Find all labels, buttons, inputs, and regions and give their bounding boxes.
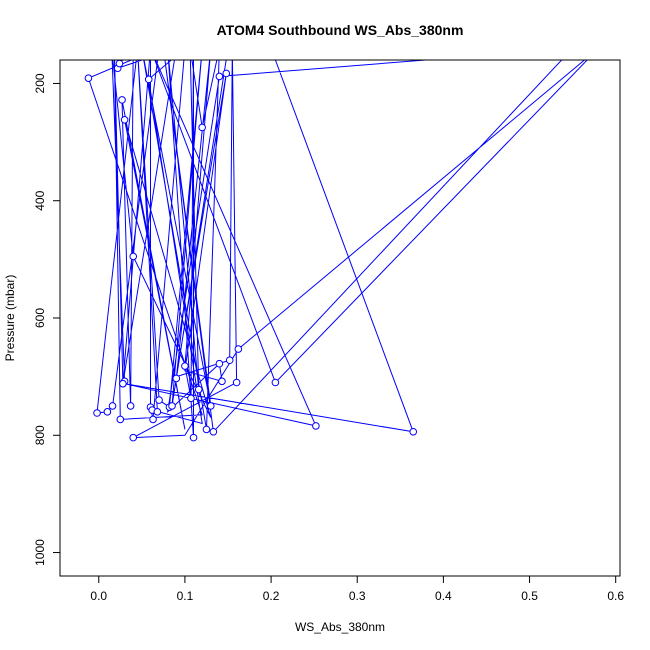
data-point xyxy=(232,378,241,387)
data-point xyxy=(129,433,138,442)
data-point xyxy=(215,359,224,368)
chart-title: ATOM4 Southbound WS_Abs_380nm xyxy=(217,22,464,38)
data-point xyxy=(149,415,157,424)
data-point xyxy=(215,72,224,81)
data-point xyxy=(198,123,206,132)
data-point xyxy=(234,345,243,353)
x-tick-label: 0.2 xyxy=(263,589,280,603)
data-point xyxy=(172,374,181,383)
y-tick-label: 600 xyxy=(33,308,47,328)
data-point xyxy=(194,385,203,394)
data-point xyxy=(120,116,129,124)
data-layer xyxy=(84,60,588,442)
data-point xyxy=(93,409,101,417)
y-tick-label: 800 xyxy=(33,425,47,445)
x-axis-label: WS_Abs_380nm xyxy=(295,620,385,634)
data-point xyxy=(271,378,280,387)
y-tick-label: 400 xyxy=(33,190,47,210)
data-point xyxy=(116,415,125,424)
x-tick-label: 0.4 xyxy=(435,589,452,603)
plot-frame xyxy=(59,59,621,577)
data-point xyxy=(118,96,126,104)
data-point xyxy=(312,422,320,430)
y-axis: 200 400 600 800 1000 xyxy=(33,73,61,566)
series-line-0 xyxy=(87,60,588,439)
x-axis: 0.0 0.1 0.2 0.3 0.4 0.5 0.6 xyxy=(90,575,624,603)
x-tick-label: 0.6 xyxy=(607,589,624,603)
data-point xyxy=(218,377,226,386)
x-tick-label: 0.5 xyxy=(521,589,538,603)
y-tick-label: 1000 xyxy=(33,539,47,566)
data-point xyxy=(225,356,234,365)
data-point xyxy=(209,427,218,436)
data-point xyxy=(189,433,198,442)
data-point xyxy=(103,408,112,416)
y-tick-label: 200 xyxy=(33,73,47,93)
data-point xyxy=(115,60,124,68)
data-point xyxy=(119,379,127,388)
data-point xyxy=(155,396,163,404)
data-point xyxy=(126,402,135,410)
data-point xyxy=(409,427,418,436)
data-point xyxy=(153,408,162,416)
data-point xyxy=(206,402,215,410)
data-point xyxy=(222,69,231,78)
data-point xyxy=(202,425,211,434)
x-tick-label: 0.0 xyxy=(90,589,107,603)
y-axis-label: Pressure (mbar) xyxy=(3,275,17,362)
data-point xyxy=(187,394,195,403)
data-point xyxy=(144,75,153,84)
data-point xyxy=(84,74,93,82)
data-point xyxy=(181,362,189,370)
x-tick-label: 0.1 xyxy=(177,589,194,603)
data-point xyxy=(168,402,176,410)
data-point xyxy=(108,402,117,410)
data-point xyxy=(129,252,138,261)
x-tick-label: 0.3 xyxy=(349,589,366,603)
